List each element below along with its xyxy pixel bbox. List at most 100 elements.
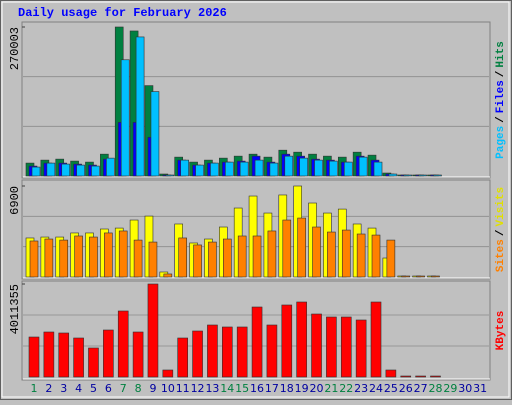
bar xyxy=(329,160,338,177)
x-tick-label: 4 xyxy=(75,382,82,395)
x-tick-label: 2 xyxy=(45,382,52,395)
frame-highlight xyxy=(1,1,510,398)
bar xyxy=(178,237,187,278)
bar xyxy=(120,59,130,177)
x-tick-label: 1 xyxy=(31,382,38,395)
x-tick-label: 31 xyxy=(473,382,487,395)
legend: Pages / Files / Hits xyxy=(495,41,507,159)
y-tick-label: 270003 xyxy=(8,27,22,70)
x-tick-label: 6 xyxy=(105,382,112,395)
bar xyxy=(163,273,173,278)
x-tick-label: 30 xyxy=(458,382,472,395)
chart-title: Daily usage for February 2026 xyxy=(18,6,227,20)
bar xyxy=(118,230,128,278)
x-tick-label: 16 xyxy=(250,382,264,395)
bar xyxy=(312,226,321,278)
bar xyxy=(358,156,368,177)
bar xyxy=(210,162,219,177)
bar xyxy=(403,174,413,177)
legend-separator: / xyxy=(495,229,507,236)
x-tick-label: 22 xyxy=(339,382,353,395)
bar xyxy=(237,235,247,278)
bar xyxy=(239,161,249,177)
bar xyxy=(314,159,323,177)
legend-entry: KBytes xyxy=(495,311,507,351)
bar xyxy=(236,326,248,378)
x-tick-label: 24 xyxy=(369,382,383,395)
x-tick-label: 8 xyxy=(135,382,142,395)
bar xyxy=(251,306,263,378)
x-tick-label: 21 xyxy=(324,382,338,395)
x-tick-label: 27 xyxy=(414,382,428,395)
bar xyxy=(135,36,145,177)
bar xyxy=(132,331,144,378)
bar xyxy=(418,174,427,177)
bar xyxy=(104,232,113,278)
bar xyxy=(177,337,188,378)
legend-entry: Sites xyxy=(495,239,507,272)
legend-entry: Visits xyxy=(495,187,507,227)
bar xyxy=(73,337,84,378)
x-tick-label: 29 xyxy=(443,382,457,395)
x-tick-label: 15 xyxy=(235,382,249,395)
x-tick-label: 25 xyxy=(384,382,398,395)
bar xyxy=(222,326,233,378)
bar xyxy=(327,231,336,278)
bar xyxy=(76,164,85,177)
bar xyxy=(296,301,307,378)
panel xyxy=(21,21,491,179)
bar xyxy=(373,161,383,177)
bar xyxy=(341,229,351,278)
bar xyxy=(326,316,337,378)
legend-separator: / xyxy=(495,116,507,123)
bar xyxy=(208,241,217,278)
bar xyxy=(165,174,175,177)
bar xyxy=(150,91,160,177)
bar xyxy=(355,319,367,378)
bar xyxy=(254,159,264,177)
bar xyxy=(88,347,99,378)
bar xyxy=(299,157,308,177)
bar xyxy=(371,234,381,278)
bar xyxy=(252,235,262,278)
legend-entry: Hits xyxy=(495,41,507,67)
x-tick-label: 23 xyxy=(354,382,368,395)
bar xyxy=(297,217,306,278)
bar xyxy=(28,336,40,378)
legend-entry: Pages xyxy=(495,126,507,159)
bar xyxy=(225,161,234,177)
bar xyxy=(223,238,232,278)
x-tick-label: 18 xyxy=(280,382,294,395)
bar xyxy=(192,330,203,378)
x-tick-label: 17 xyxy=(265,382,279,395)
x-tick-label: 26 xyxy=(399,382,413,395)
bar xyxy=(416,275,425,278)
bar xyxy=(59,239,69,278)
y-tick-label: 6900 xyxy=(8,186,22,215)
bar xyxy=(311,313,322,378)
bar xyxy=(180,159,189,177)
bar xyxy=(356,233,366,278)
bar xyxy=(343,161,353,177)
bar xyxy=(266,324,278,378)
x-tick-label: 12 xyxy=(191,382,205,395)
bar xyxy=(31,166,41,177)
x-tick-label: 14 xyxy=(220,382,234,395)
bar xyxy=(147,283,159,378)
bar xyxy=(117,310,129,378)
x-tick-label: 5 xyxy=(90,382,97,395)
bar xyxy=(133,239,143,278)
bar xyxy=(433,174,442,177)
x-tick-label: 7 xyxy=(120,382,127,395)
bar xyxy=(148,241,158,278)
bar xyxy=(340,316,352,378)
x-tick-label: 10 xyxy=(161,382,175,395)
bar xyxy=(431,275,440,278)
bar xyxy=(29,240,39,278)
bar xyxy=(46,162,56,177)
bar xyxy=(103,329,114,378)
bar xyxy=(401,275,411,278)
bar xyxy=(61,163,71,177)
legend: KBytes xyxy=(495,311,507,351)
